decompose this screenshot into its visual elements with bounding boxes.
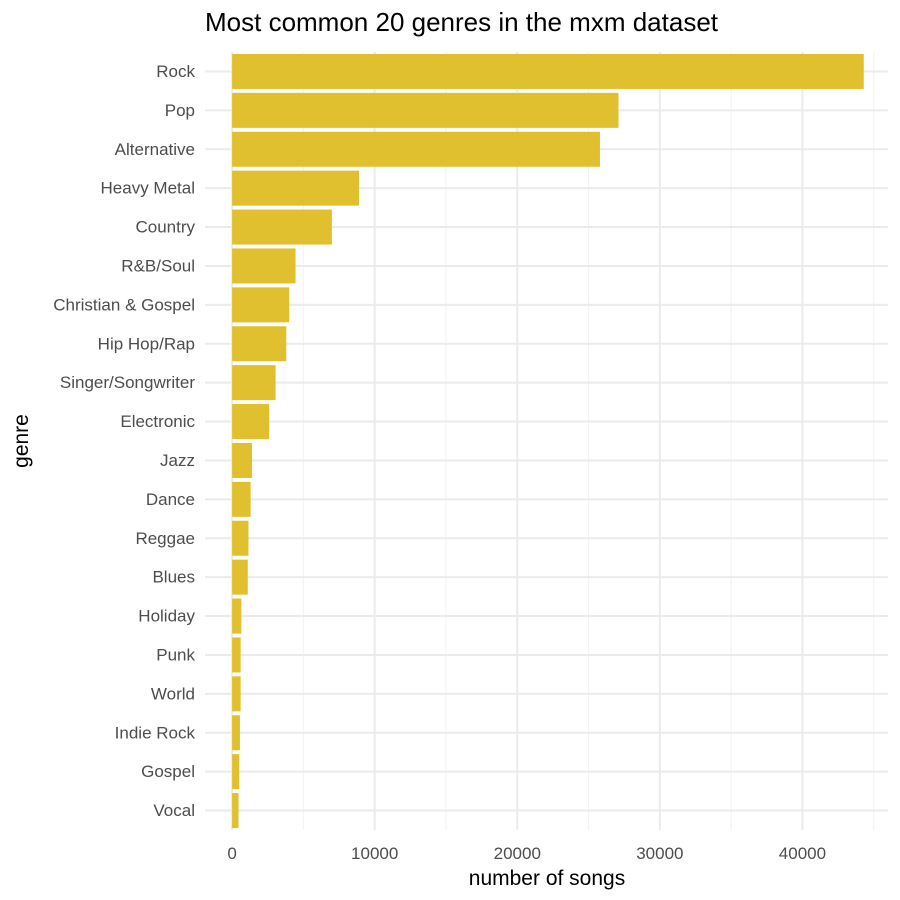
y-tick-label: Blues bbox=[152, 568, 195, 587]
x-tick-label: 20000 bbox=[494, 844, 541, 863]
y-tick-label: Indie Rock bbox=[115, 723, 196, 742]
y-tick-label: Pop bbox=[165, 101, 195, 120]
x-tick-label: 40000 bbox=[779, 844, 826, 863]
y-tick-label: Reggae bbox=[135, 529, 195, 548]
bar bbox=[232, 676, 241, 712]
bar bbox=[232, 287, 290, 323]
x-tick-label: 0 bbox=[227, 844, 236, 863]
y-axis-title: genre bbox=[10, 414, 33, 468]
y-tick-label: Singer/Songwriter bbox=[60, 373, 195, 392]
bar bbox=[232, 442, 253, 478]
y-tick-label: Holiday bbox=[138, 607, 195, 626]
bar bbox=[232, 754, 240, 790]
bar bbox=[232, 404, 270, 440]
chart-title: Most common 20 genres in the mxm dataset bbox=[205, 7, 719, 37]
y-tick-label: Rock bbox=[156, 62, 195, 81]
tick-labels: Rock Pop Alternative Heavy Metal Country R&B/… bbox=[53, 62, 826, 863]
bar bbox=[232, 637, 241, 673]
bar bbox=[232, 170, 359, 206]
y-tick-label: Gospel bbox=[141, 762, 195, 781]
bar bbox=[232, 248, 296, 284]
y-tick-label: Heavy Metal bbox=[101, 179, 195, 198]
y-tick-label: World bbox=[151, 684, 195, 703]
bar bbox=[232, 481, 251, 517]
bar bbox=[232, 53, 864, 89]
bar bbox=[232, 598, 242, 634]
bar bbox=[232, 209, 332, 245]
y-tick-label: Christian & Gospel bbox=[53, 295, 195, 314]
x-axis-title: number of songs bbox=[469, 867, 625, 890]
y-tick-label: Alternative bbox=[115, 140, 195, 159]
bar bbox=[232, 715, 240, 751]
bar bbox=[232, 92, 619, 128]
y-tick-label: Vocal bbox=[153, 801, 195, 820]
bars bbox=[232, 53, 864, 829]
bar bbox=[232, 559, 248, 595]
bar bbox=[232, 326, 287, 362]
x-tick-label: 10000 bbox=[351, 844, 398, 863]
y-tick-label: Jazz bbox=[160, 451, 195, 470]
y-tick-label: Punk bbox=[156, 645, 195, 664]
y-tick-label: R&B/Soul bbox=[121, 256, 195, 275]
bar bbox=[232, 793, 239, 829]
y-tick-label: Electronic bbox=[120, 412, 195, 431]
bar bbox=[232, 365, 276, 401]
bar bbox=[232, 131, 600, 167]
y-tick-label: Country bbox=[135, 218, 195, 237]
grid-layer bbox=[205, 52, 888, 830]
x-tick-label: 30000 bbox=[636, 844, 683, 863]
y-tick-label: Hip Hop/Rap bbox=[98, 334, 195, 353]
bar bbox=[232, 520, 249, 556]
y-tick-label: Dance bbox=[146, 490, 195, 509]
